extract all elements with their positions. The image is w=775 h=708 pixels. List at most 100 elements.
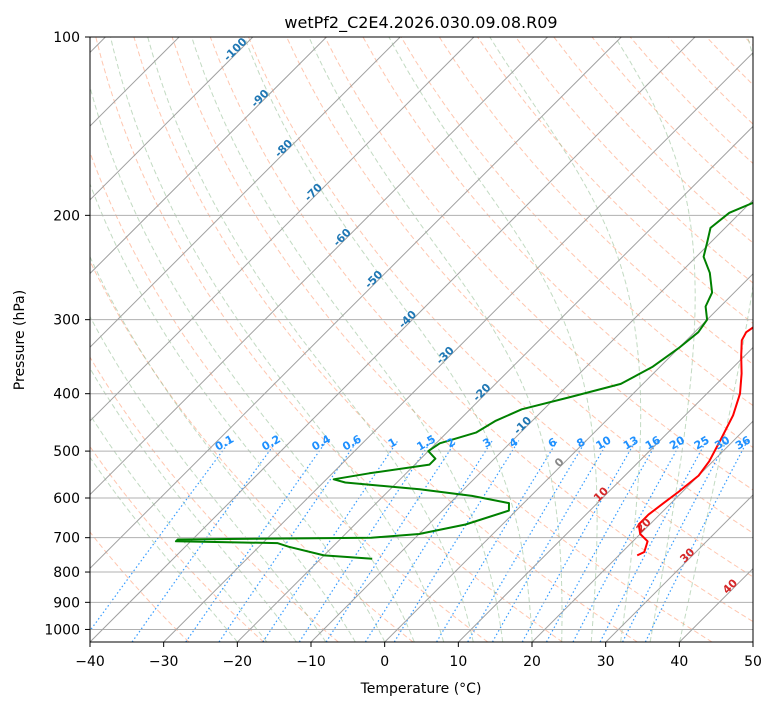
dry-adiabat bbox=[95, 37, 563, 642]
isotherm-line bbox=[237, 125, 753, 642]
dry-adiabat bbox=[90, 445, 264, 642]
isotherm-line bbox=[310, 199, 753, 642]
dry-adiabat bbox=[90, 531, 190, 642]
mixing-ratio-line bbox=[467, 440, 587, 642]
moist-adiabat bbox=[90, 413, 268, 642]
isotherm-label: -100 bbox=[221, 35, 250, 64]
y-tick-label: 100 bbox=[53, 30, 80, 46]
dry-adiabat bbox=[400, 37, 753, 407]
mixing-ratio-line bbox=[364, 440, 493, 642]
dry-adiabat bbox=[209, 37, 753, 623]
mixing-ratio-label: 3 bbox=[481, 435, 494, 450]
axis-ticks: −40 −30 −20 −10 0 10 20 30 40 5010020030040050060… bbox=[44, 30, 762, 670]
mixing-ratio-line bbox=[521, 440, 637, 642]
y-tick-label: 300 bbox=[53, 313, 80, 329]
moist-adiabat bbox=[191, 37, 504, 642]
mixing-ratio-line bbox=[622, 440, 728, 642]
x-tick-label: −30 bbox=[149, 654, 179, 670]
isotherm-line bbox=[163, 51, 753, 642]
mixing-ratio-label: 13 bbox=[621, 434, 641, 453]
isotherm-line bbox=[605, 494, 753, 642]
y-tick-label: 500 bbox=[53, 444, 80, 460]
mixing-ratio-label: 8 bbox=[574, 435, 587, 450]
mixing-ratio-label: 0.4 bbox=[309, 432, 333, 453]
moist-adiabat bbox=[110, 37, 445, 642]
dry-adiabat bbox=[90, 356, 339, 642]
moist-adiabat bbox=[489, 37, 642, 642]
isotherm-label: -80 bbox=[272, 137, 295, 160]
y-tick-label: 900 bbox=[53, 595, 80, 611]
mixing-ratio-label: 36 bbox=[733, 433, 753, 452]
y-tick-label: 400 bbox=[53, 387, 80, 403]
temperature-profile-line bbox=[636, 326, 753, 557]
moist-adiabat bbox=[244, 37, 533, 642]
moist-adiabat bbox=[90, 456, 238, 642]
isotherm-label: -90 bbox=[248, 87, 271, 110]
mixing-ratio-label: 0.2 bbox=[260, 432, 283, 453]
dry-adiabat bbox=[744, 37, 753, 47]
mixing-ratio-label: 4 bbox=[507, 435, 520, 450]
isotherm-label: -20 bbox=[470, 381, 493, 404]
x-tick-label: 10 bbox=[449, 654, 467, 670]
moist-adiabat bbox=[679, 37, 753, 642]
dry-adiabat bbox=[706, 37, 753, 86]
y-tick-label: 800 bbox=[53, 565, 80, 581]
dry-adiabat bbox=[515, 37, 753, 284]
chart-title: wetPf2_C2E4.2026.030.09.08.R09 bbox=[284, 13, 557, 33]
moist-adiabat bbox=[388, 37, 598, 642]
isotherm-line bbox=[90, 37, 475, 422]
mixing-ratio-label: 0.1 bbox=[213, 432, 236, 453]
x-tick-label: −20 bbox=[223, 654, 253, 670]
dry-adiabat bbox=[438, 37, 753, 365]
isotherm-line bbox=[384, 273, 753, 642]
mixing-ratio-line bbox=[262, 440, 399, 642]
isotherm-line bbox=[90, 37, 327, 275]
mixing-ratio-line bbox=[325, 440, 457, 642]
dry-adiabat bbox=[171, 37, 713, 642]
isotherm-line bbox=[90, 37, 401, 348]
y-tick-label: 1000 bbox=[44, 622, 80, 638]
isotherm-line bbox=[90, 37, 622, 570]
mixing-ratio-line bbox=[393, 440, 520, 642]
mixing-ratio-label: 1 bbox=[386, 435, 399, 450]
x-tick-label: −10 bbox=[296, 654, 326, 670]
y-tick-label: 600 bbox=[53, 491, 80, 507]
plot-area bbox=[90, 37, 753, 642]
dry-adiabat bbox=[248, 37, 753, 578]
dry-adiabat bbox=[362, 37, 753, 449]
x-tick-label: −40 bbox=[75, 654, 105, 670]
dewpoint-profile-line bbox=[174, 201, 753, 560]
mixing-ratio-label: 10 bbox=[594, 433, 614, 452]
isotherm-warm-label: 40 bbox=[720, 576, 740, 596]
moist-adiabat bbox=[147, 37, 474, 642]
plot-frame bbox=[89, 36, 754, 643]
x-tick-label: 40 bbox=[670, 654, 688, 670]
x-axis-label: Temperature (°C) bbox=[360, 681, 482, 697]
mixing-ratio-label: 16 bbox=[643, 433, 663, 452]
mixing-ratio-line bbox=[644, 440, 749, 642]
mixing-ratio-label: 0.6 bbox=[340, 432, 364, 453]
isotherm-line bbox=[531, 420, 753, 642]
y-tick-label: 200 bbox=[53, 208, 80, 224]
mixing-ratio-line bbox=[185, 440, 328, 642]
isotherm-label: -30 bbox=[434, 344, 457, 367]
moist-adiabat bbox=[90, 315, 327, 642]
mixing-ratio-line bbox=[491, 440, 610, 642]
mixing-ratio-line bbox=[436, 440, 559, 642]
isotherm-line bbox=[90, 37, 548, 496]
isotherm-label: -50 bbox=[362, 268, 385, 291]
mixing-ratio-line bbox=[131, 440, 278, 642]
y-tick-label: 700 bbox=[53, 531, 80, 547]
isotherm-line bbox=[90, 37, 254, 201]
isotherm-line bbox=[752, 641, 753, 642]
dry-adiabat bbox=[133, 37, 638, 642]
isotherm-line bbox=[458, 346, 753, 642]
moist-adiabat bbox=[90, 255, 356, 642]
dry-adiabat bbox=[90, 150, 489, 642]
x-tick-label: 0 bbox=[380, 654, 389, 670]
y-axis-label: Pressure (hPa) bbox=[12, 290, 28, 390]
isotherm-warm-label: 30 bbox=[677, 545, 697, 565]
x-tick-label: 50 bbox=[744, 654, 762, 670]
x-tick-label: 30 bbox=[597, 654, 615, 670]
